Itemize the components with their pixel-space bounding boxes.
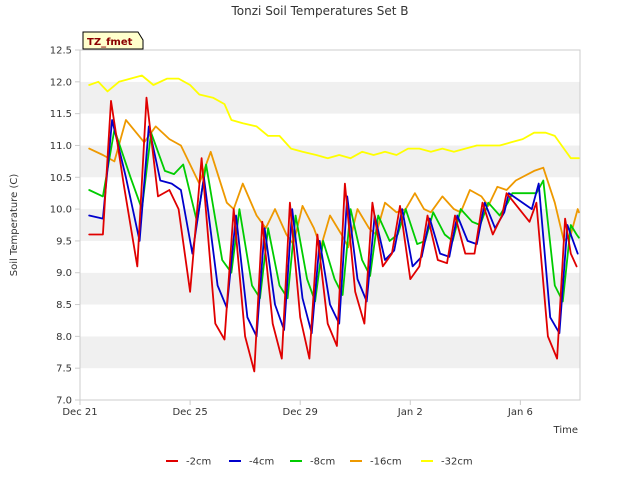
legend-label: -4cm [249, 457, 274, 468]
plot-area-frame [79, 49, 581, 401]
plot-band [80, 368, 580, 400]
y-tick-label: 11.0 [50, 141, 72, 152]
legend-label: -16cm [370, 457, 402, 468]
y-tick-label: 9.0 [56, 268, 72, 279]
plot-background-bands [80, 50, 580, 400]
x-tick-label: Dec 29 [283, 407, 318, 418]
plot-band [80, 145, 580, 178]
series-line16cmcm [88, 119, 580, 249]
station-badge: TZ_fmet [82, 31, 144, 50]
legend-label: -32cm [441, 457, 473, 468]
plot-band [80, 240, 580, 273]
y-tick-label: 7.5 [56, 364, 72, 375]
x-tick-label: Jan 6 [507, 407, 533, 418]
station-badge-label: TZ_fmet [87, 37, 133, 48]
x-axis: Dec 21 Dec 25 Dec 29 Jan 2 Jan 6 [62, 400, 533, 418]
y-tick-label: 12.5 [50, 46, 72, 57]
y-axis: 7.0 7.5 8.0 8.5 9.0 9.5 10.0 10.5 11.0 11.5 12.0 12… [50, 46, 80, 407]
legend-label: -8cm [310, 457, 335, 468]
plot-band [80, 50, 580, 82]
y-axis-label: Soil Temperature (C) [9, 174, 20, 277]
y-tick-label: 9.5 [56, 236, 72, 247]
y-tick-label: 10.0 [50, 205, 72, 216]
x-tick-label: Dec 21 [62, 407, 97, 418]
series-line2cmcm [88, 96, 578, 373]
series-lines [88, 74, 580, 373]
x-axis-label: Time [553, 425, 578, 436]
chart-title: Tonzi Soil Temperatures Set B [231, 4, 409, 18]
y-tick-label: 10.5 [50, 173, 72, 184]
y-tick-label: 8.5 [56, 300, 72, 311]
y-tick-label: 11.5 [50, 109, 72, 120]
plot-band [80, 336, 580, 369]
plot-band [80, 209, 580, 241]
y-tick-label: 7.0 [56, 396, 72, 407]
plot-band [80, 304, 580, 337]
series-line32cmcm [88, 74, 580, 160]
plot-band [80, 81, 580, 114]
x-tick-label: Dec 25 [172, 407, 207, 418]
plot-band [80, 113, 580, 146]
y-tick-label: 12.0 [50, 77, 72, 88]
y-tick-label: 8.0 [56, 332, 72, 343]
legend-label: -2cm [186, 457, 211, 468]
x-tick-label: Jan 2 [397, 407, 423, 418]
legend: -2cm -4cm -8cm -16cm -32cm [166, 457, 473, 468]
station-badge-box [82, 31, 144, 50]
